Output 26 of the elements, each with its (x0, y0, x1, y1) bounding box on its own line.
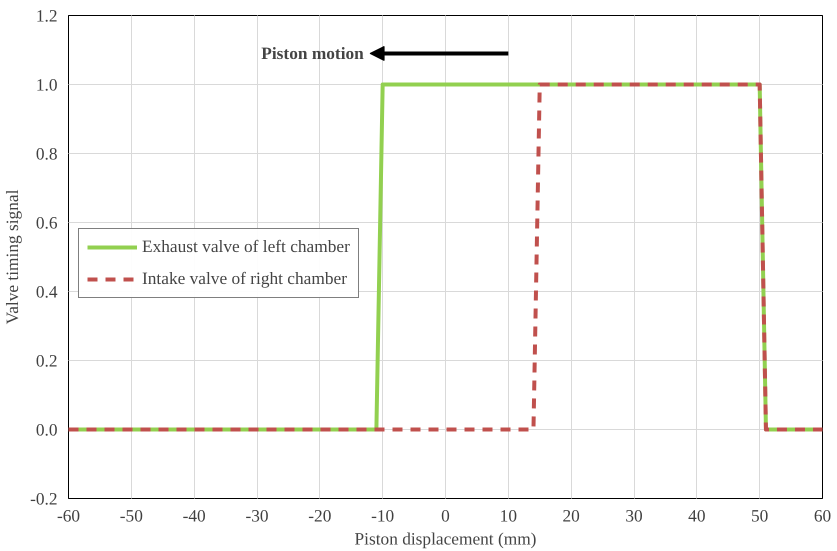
x-tick-label: 20 (562, 506, 580, 526)
x-tick-label: 60 (814, 506, 832, 526)
x-tick-label: -10 (371, 506, 394, 526)
x-tick-label: 50 (751, 506, 768, 526)
legend-label: Intake valve of right chamber (142, 269, 347, 289)
x-tick-label: -50 (120, 506, 143, 526)
x-tick-label: 30 (625, 506, 643, 526)
annotation: Piston motion (261, 44, 364, 63)
y-tick-label: 0.6 (36, 214, 58, 232)
y-tick-label: 1.2 (36, 6, 58, 26)
y-tick-label: 0.2 (36, 352, 58, 370)
x-axis-title: Piston displacement (mm) (354, 530, 537, 548)
y-tick-label: 1.0 (36, 76, 58, 94)
legend-label: Exhaust valve of left chamber (142, 237, 350, 257)
x-tick-label: 10 (500, 506, 517, 526)
y-tick-label: 0.0 (36, 420, 58, 440)
x-tick-label: 0 (441, 506, 450, 526)
x-tick-label: -40 (182, 506, 206, 526)
y-tick-label: -0.2 (30, 490, 58, 508)
y-tick-label: 0.4 (36, 282, 58, 302)
x-tick-label: -60 (56, 506, 80, 526)
x-tick-label: -30 (245, 506, 269, 526)
x-tick-label: 40 (688, 506, 706, 526)
y-axis-title: Valve timing signal (3, 189, 22, 324)
x-tick-label: -20 (308, 506, 332, 526)
y-tick-label: 0.8 (36, 144, 58, 164)
